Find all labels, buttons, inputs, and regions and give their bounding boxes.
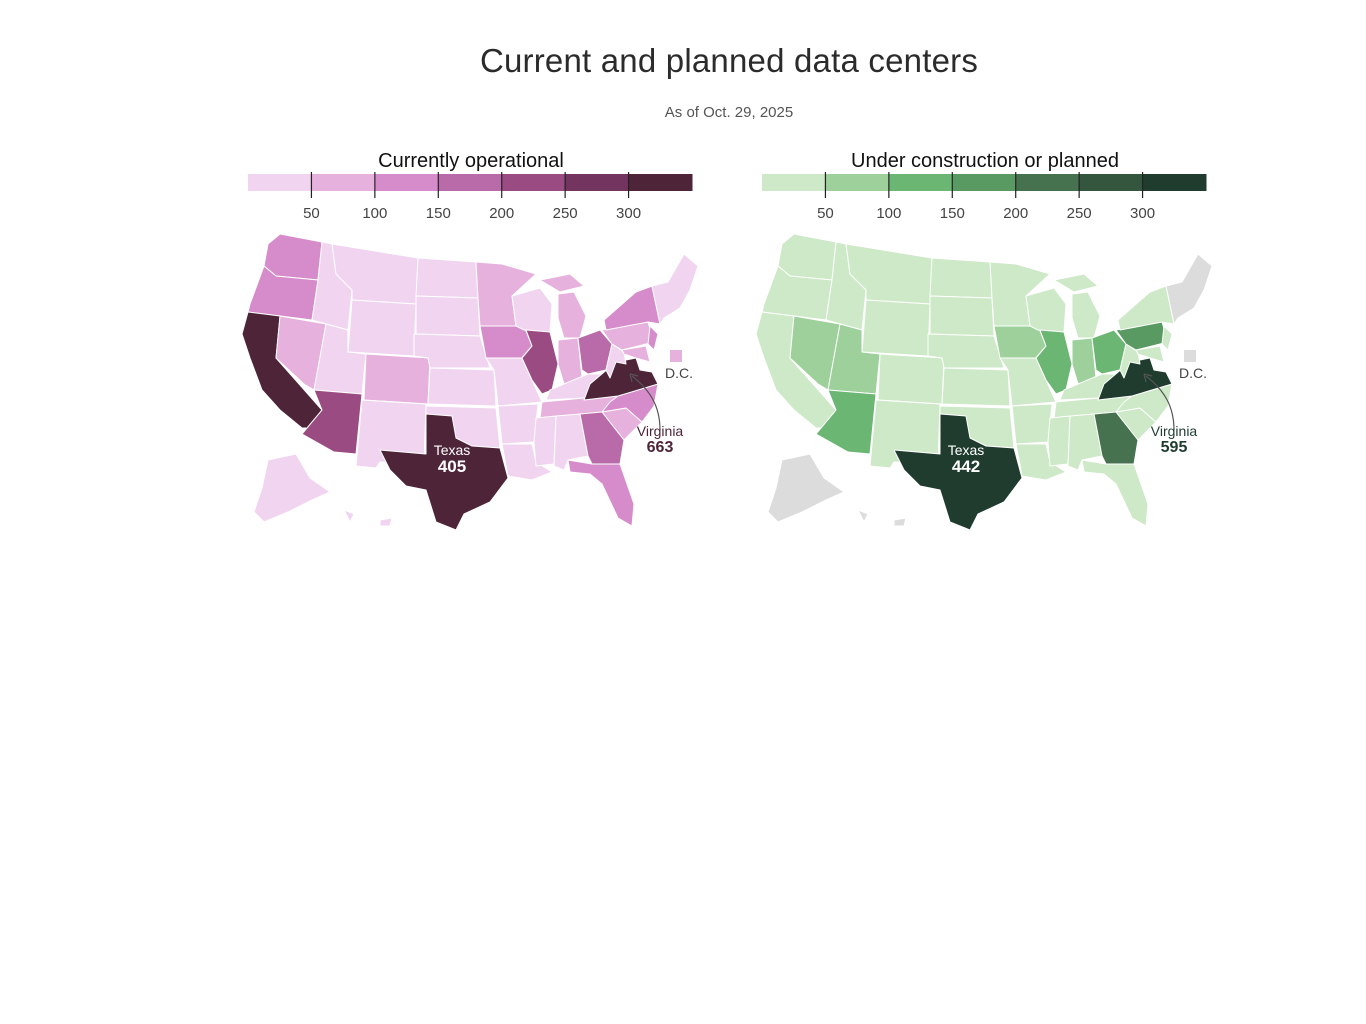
- legend-tick-label: 250: [1067, 205, 1092, 222]
- legend-tick-label: 100: [362, 205, 387, 222]
- state-arkansas: [497, 403, 539, 445]
- state-south-dakota: [929, 295, 995, 337]
- state-nevada: [275, 315, 327, 391]
- legend-swatch: [888, 174, 953, 191]
- state-wisconsin: [1025, 287, 1067, 333]
- texas-value-label: 405: [438, 457, 466, 476]
- legend-swatch: [628, 174, 693, 191]
- state-north-carolina: [1115, 383, 1173, 423]
- dc-swatch: [1184, 350, 1196, 362]
- legend-tick-label: 50: [817, 205, 834, 222]
- legend-tick-label: 200: [489, 205, 514, 222]
- state-kansas: [941, 367, 1011, 407]
- legend-tick-label: 200: [1003, 205, 1028, 222]
- state-new-england: [1165, 253, 1213, 325]
- legend-tick-label: 250: [553, 205, 578, 222]
- legend-swatch: [565, 174, 630, 191]
- state-illinois: [521, 329, 559, 395]
- state-colorado: [877, 353, 945, 405]
- state-north-dakota: [929, 257, 993, 299]
- planned-map-title: Under construction or planned: [851, 150, 1119, 172]
- state-arkansas: [1011, 403, 1053, 445]
- legend-swatch: [248, 174, 312, 191]
- legend-swatch: [501, 174, 566, 191]
- legend-swatch: [1079, 174, 1144, 191]
- virginia-value-label: 663: [647, 439, 674, 456]
- state-north-dakota: [415, 257, 479, 299]
- state-south-dakota: [415, 295, 481, 337]
- legend-swatch: [825, 174, 890, 191]
- legend-tick-label: 300: [1130, 205, 1155, 222]
- state-wyoming: [347, 299, 417, 357]
- state-arizona: [301, 389, 363, 455]
- dc-label: D.C.: [665, 365, 693, 381]
- state-new-mexico: [355, 399, 427, 469]
- legend-swatch: [311, 174, 376, 191]
- state-wisconsin: [511, 287, 553, 333]
- virginia-arrowhead: [629, 373, 639, 383]
- dc-swatch: [670, 350, 682, 362]
- state-north-carolina: [601, 383, 659, 423]
- state-alaska: [253, 453, 331, 523]
- state-texas: [379, 413, 509, 531]
- page-subtitle: As of Oct. 29, 2025: [664, 104, 794, 121]
- operational-map-panel: Currently operational 50 100 150 200 250 300 …: [241, 146, 708, 536]
- virginia-value-label: 595: [1161, 439, 1188, 456]
- state-texas: [893, 413, 1023, 531]
- operational-map-title: Currently operational: [378, 150, 564, 172]
- dc-label: D.C.: [1179, 365, 1207, 381]
- state-hawaii: [343, 509, 393, 527]
- legend-swatch: [438, 174, 503, 191]
- state-new-mexico: [869, 399, 941, 469]
- state-new-jersey: [1161, 325, 1173, 351]
- state-florida: [1081, 459, 1149, 527]
- state-new-england: [651, 253, 699, 325]
- state-maryland: [621, 345, 651, 363]
- legend-tick-label: 100: [876, 205, 901, 222]
- legend-tick-label: 300: [616, 205, 641, 222]
- texas-value-label: 442: [952, 457, 980, 476]
- state-wyoming: [861, 299, 931, 357]
- state-hawaii: [857, 509, 907, 527]
- state-mississippi: [1047, 415, 1071, 467]
- legend-swatch: [374, 174, 439, 191]
- virginia-arrowhead: [1143, 373, 1153, 383]
- page-title: Current and planned data centers: [479, 42, 979, 79]
- virginia-leader-line: [1145, 375, 1175, 431]
- planned-map-panel: Under construction or planned 50 100 150 20…: [755, 146, 1222, 536]
- legend-swatch: [1142, 174, 1207, 191]
- state-arizona: [815, 389, 877, 455]
- state-mississippi: [533, 415, 557, 467]
- state-new-jersey: [647, 325, 659, 351]
- state-florida: [567, 459, 635, 527]
- legend-swatch: [762, 174, 826, 191]
- state-louisiana: [501, 443, 553, 481]
- state-alaska: [767, 453, 845, 523]
- state-maryland: [1135, 345, 1165, 363]
- texas-name-label: Texas: [948, 442, 985, 458]
- legend-tick-label: 150: [426, 205, 451, 222]
- virginia-name-label: Virginia: [637, 423, 684, 439]
- virginia-name-label: Virginia: [1151, 423, 1198, 439]
- legend-swatch: [952, 174, 1017, 191]
- state-new-york: [603, 285, 661, 331]
- state-new-york: [1117, 285, 1175, 331]
- state-colorado: [363, 353, 431, 405]
- state-illinois: [1035, 329, 1073, 395]
- planned-legend: 50 100 150 200 250 300: [762, 172, 1207, 222]
- state-louisiana: [1015, 443, 1067, 481]
- operational-legend: 50 100 150 200 250 300: [248, 172, 693, 222]
- state-kansas: [427, 367, 497, 407]
- texas-name-label: Texas: [434, 442, 471, 458]
- virginia-leader-line: [631, 375, 661, 431]
- legend-swatch: [1015, 174, 1080, 191]
- state-nevada: [789, 315, 841, 391]
- legend-tick-label: 150: [940, 205, 965, 222]
- legend-tick-label: 50: [303, 205, 320, 222]
